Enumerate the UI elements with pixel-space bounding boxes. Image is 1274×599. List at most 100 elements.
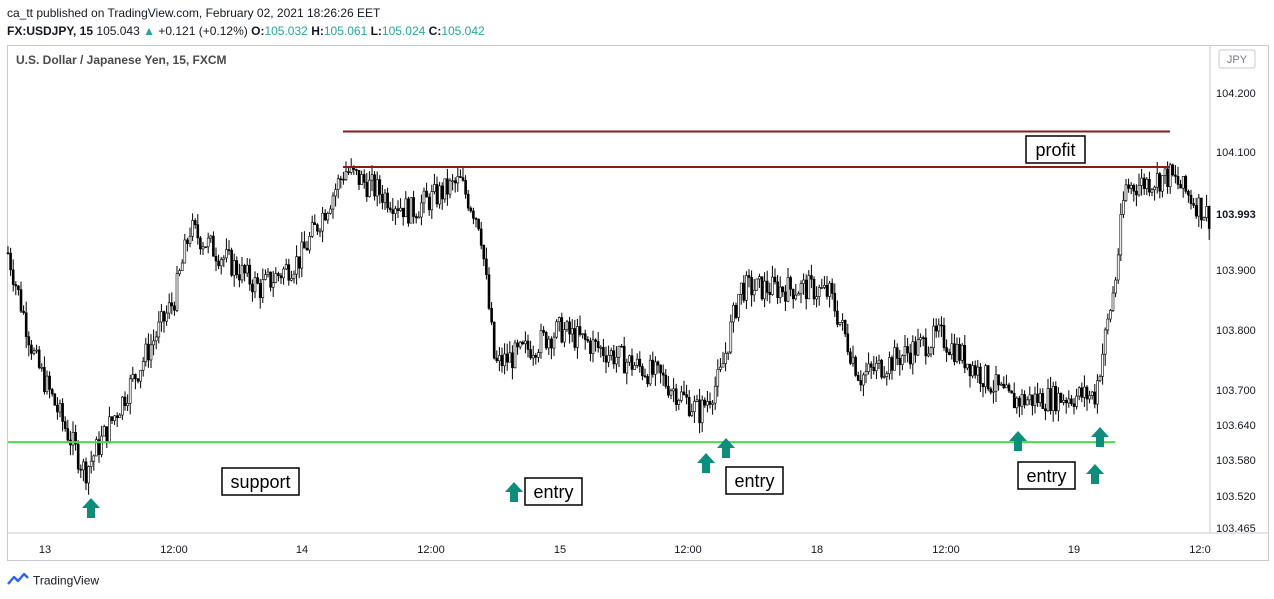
candle-body [256, 277, 259, 284]
candle-body [360, 174, 363, 185]
candle-body [313, 222, 317, 225]
candle-body [357, 170, 361, 185]
currency-badge[interactable]: JPY [1218, 49, 1256, 69]
candle-body [732, 304, 735, 323]
candle-body [877, 359, 881, 364]
y-tick-label: 103.900 [1216, 265, 1256, 277]
candle-body [1075, 395, 1078, 407]
candle-body [721, 363, 725, 368]
candle-body [386, 192, 389, 209]
candle-body [1002, 383, 1006, 389]
candle-body [682, 391, 686, 395]
candle-body [323, 212, 327, 221]
price-axis[interactable]: 104.200 104.100 103.900 103.800 103.700 103.6… [1216, 88, 1256, 535]
candle-body [661, 372, 665, 376]
brand-name[interactable]: TradingView [33, 573, 100, 588]
low-label: L: [370, 24, 382, 38]
candle-body [820, 287, 824, 289]
candle-body [807, 275, 811, 300]
candle-body [773, 276, 777, 283]
candle-body [162, 311, 166, 322]
candle-body [771, 276, 774, 295]
candle-body [843, 319, 847, 335]
chart-frame[interactable] [7, 45, 1269, 561]
candle-body [703, 399, 707, 406]
candle-body [544, 332, 548, 349]
candle-body [290, 277, 293, 281]
candle-body [586, 339, 590, 342]
candle-body [802, 279, 805, 284]
candle-body [1031, 394, 1034, 406]
candle-body [760, 276, 764, 300]
arrow-up-icon [1091, 427, 1109, 447]
candle-body [1140, 177, 1143, 186]
candle-body [48, 375, 51, 390]
candle-body [1194, 205, 1198, 217]
x-tick-label: 12:00 [160, 544, 188, 556]
candle-body [986, 365, 990, 390]
candle-body [1033, 393, 1037, 406]
candle-body [167, 302, 171, 314]
x-tick-label: 19 [1068, 544, 1080, 556]
x-tick-label: 14 [296, 544, 308, 556]
candle-body [505, 353, 509, 363]
candle-body [914, 341, 917, 356]
arrow-up-icon [717, 438, 735, 458]
candle-body [435, 184, 439, 205]
candle-body [594, 339, 597, 342]
candle-body [880, 359, 883, 378]
tradingview-logo-icon[interactable] [7, 572, 29, 589]
candle-body [297, 256, 301, 269]
symbol-name[interactable]: FX:USDJPY, 15 [7, 24, 94, 38]
candle-body [45, 375, 49, 392]
candle-body [596, 341, 600, 348]
candle-body [32, 350, 36, 354]
entry-label-2: entry [734, 471, 774, 491]
candle-body [950, 343, 954, 355]
candle-body [362, 174, 366, 183]
candle-body [331, 195, 335, 210]
candle-body [30, 344, 33, 354]
time-axis[interactable]: 13 12:00 14 12:00 15 12:00 18 12:00 19 12:0 [39, 544, 1211, 556]
chart-header: ca_tt published on TradingView.com, Febr… [7, 4, 485, 40]
candle-body [277, 273, 280, 276]
candle-body [968, 363, 972, 377]
x-tick-label: 12:00 [417, 544, 445, 556]
candle-body [942, 325, 946, 348]
candle-body [485, 258, 488, 276]
candle-body [607, 355, 610, 363]
candle-body [448, 180, 452, 195]
candle-body [945, 347, 948, 353]
candle-body [1010, 390, 1013, 394]
candle-body [747, 275, 751, 278]
close-value: 105.042 [441, 24, 485, 38]
candle-body [893, 347, 896, 371]
candle-body [204, 246, 207, 249]
candle-body [342, 178, 345, 181]
candle-body [50, 389, 54, 395]
candle-body [846, 333, 850, 353]
candle-body [287, 264, 291, 281]
candle-body [700, 399, 704, 424]
candle-body [745, 275, 748, 301]
candle-body [1153, 186, 1156, 190]
candle-body [183, 239, 187, 264]
candle-body [828, 282, 831, 297]
candle-body [981, 383, 985, 388]
candle-body [321, 212, 324, 232]
change-value: +0.121 (+0.12%) [158, 24, 248, 38]
candle-body [669, 390, 673, 396]
candle-body [890, 357, 894, 371]
candle-body [1111, 292, 1115, 311]
candle-body [851, 356, 855, 364]
candle-body [134, 374, 137, 380]
candle-body [141, 361, 145, 371]
candle-body [719, 366, 722, 370]
candle-body [568, 321, 571, 335]
candle-body [604, 355, 608, 363]
candle-body [859, 380, 863, 386]
candle-body [479, 228, 483, 246]
candle-body [264, 274, 267, 280]
candle-body [867, 363, 870, 372]
